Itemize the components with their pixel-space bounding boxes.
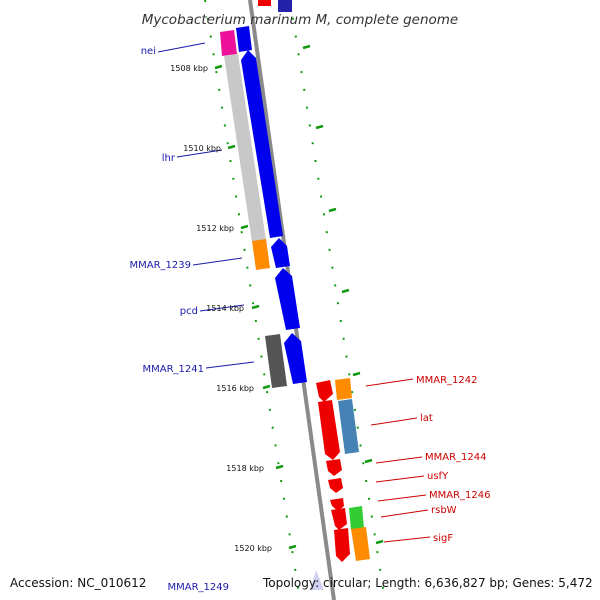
right-leader-lines xyxy=(365,378,431,543)
feature-nei[interactable] xyxy=(220,30,237,56)
feature-MMAR_1246[interactable] xyxy=(330,498,344,511)
feature-blue-b[interactable] xyxy=(241,50,283,238)
feature-rsbW[interactable] xyxy=(331,508,347,530)
feature-green[interactable] xyxy=(349,506,364,530)
feature-usfY[interactable] xyxy=(328,478,343,493)
feature-MMAR_1241[interactable] xyxy=(265,334,287,388)
feature-lat[interactable] xyxy=(338,399,359,454)
feature-pcd[interactable] xyxy=(275,268,300,330)
scale-ticks xyxy=(214,44,384,550)
scale-label: 1518 kbp xyxy=(226,464,264,473)
feature-sigF[interactable] xyxy=(351,527,370,561)
gene-label-usfY[interactable]: usfY xyxy=(427,471,449,482)
feature-MMAR_1242[interactable] xyxy=(335,378,352,400)
gene-label-MMAR_1249[interactable]: MMAR_1249 xyxy=(168,582,230,593)
feature-top-red[interactable] xyxy=(258,0,271,6)
gene-label-MMAR_1242[interactable]: MMAR_1242 xyxy=(416,375,478,386)
feature-top-blue[interactable] xyxy=(278,0,292,12)
feature-blue-d[interactable] xyxy=(284,333,307,384)
feature-red-b[interactable] xyxy=(318,400,340,460)
scale-label: 1514 kbp xyxy=(206,304,244,313)
gene-label-MMAR_1246[interactable]: MMAR_1246 xyxy=(429,490,491,501)
feature-lhr[interactable] xyxy=(224,54,266,242)
feature-blue-a[interactable] xyxy=(236,26,252,52)
feature-MMAR_1249[interactable] xyxy=(310,570,324,590)
scale-label: 1520 kbp xyxy=(234,544,272,553)
feature-MMAR_1239[interactable] xyxy=(252,239,270,270)
gene-label-MMAR_1244[interactable]: MMAR_1244 xyxy=(425,452,487,463)
scale-label: 1516 kbp xyxy=(216,384,254,393)
gene-label-rsbW[interactable]: rsbW xyxy=(431,505,457,516)
feature-red-c[interactable] xyxy=(334,528,350,562)
gene-label-nei[interactable]: nei xyxy=(141,46,156,57)
map-title: Mycobacterium marinum M, complete genome xyxy=(142,12,459,28)
gene-label-MMAR_1239[interactable]: MMAR_1239 xyxy=(130,260,192,271)
feature-red-a[interactable] xyxy=(316,380,333,402)
accession-text: Accession: NC_010612 xyxy=(10,576,146,590)
feature-blue-c[interactable] xyxy=(271,238,290,268)
scale-label: 1508 kbp xyxy=(170,64,208,73)
feature-MMAR_1244[interactable] xyxy=(326,459,342,476)
left-leader-lines xyxy=(157,42,255,369)
gene-label-MMAR_1241[interactable]: MMAR_1241 xyxy=(143,364,205,375)
gene-label-lat[interactable]: lat xyxy=(420,413,433,424)
gene-label-lhr[interactable]: lhr xyxy=(162,153,176,164)
scale-label: 1512 kbp xyxy=(196,224,234,233)
gene-label-pcd[interactable]: pcd xyxy=(180,306,198,317)
scale-label: 1510 kbp xyxy=(183,144,221,153)
gene-label-sigF[interactable]: sigF xyxy=(433,533,453,544)
topology-text: Topology: circular; Length: 6,636,827 bp… xyxy=(262,576,593,590)
